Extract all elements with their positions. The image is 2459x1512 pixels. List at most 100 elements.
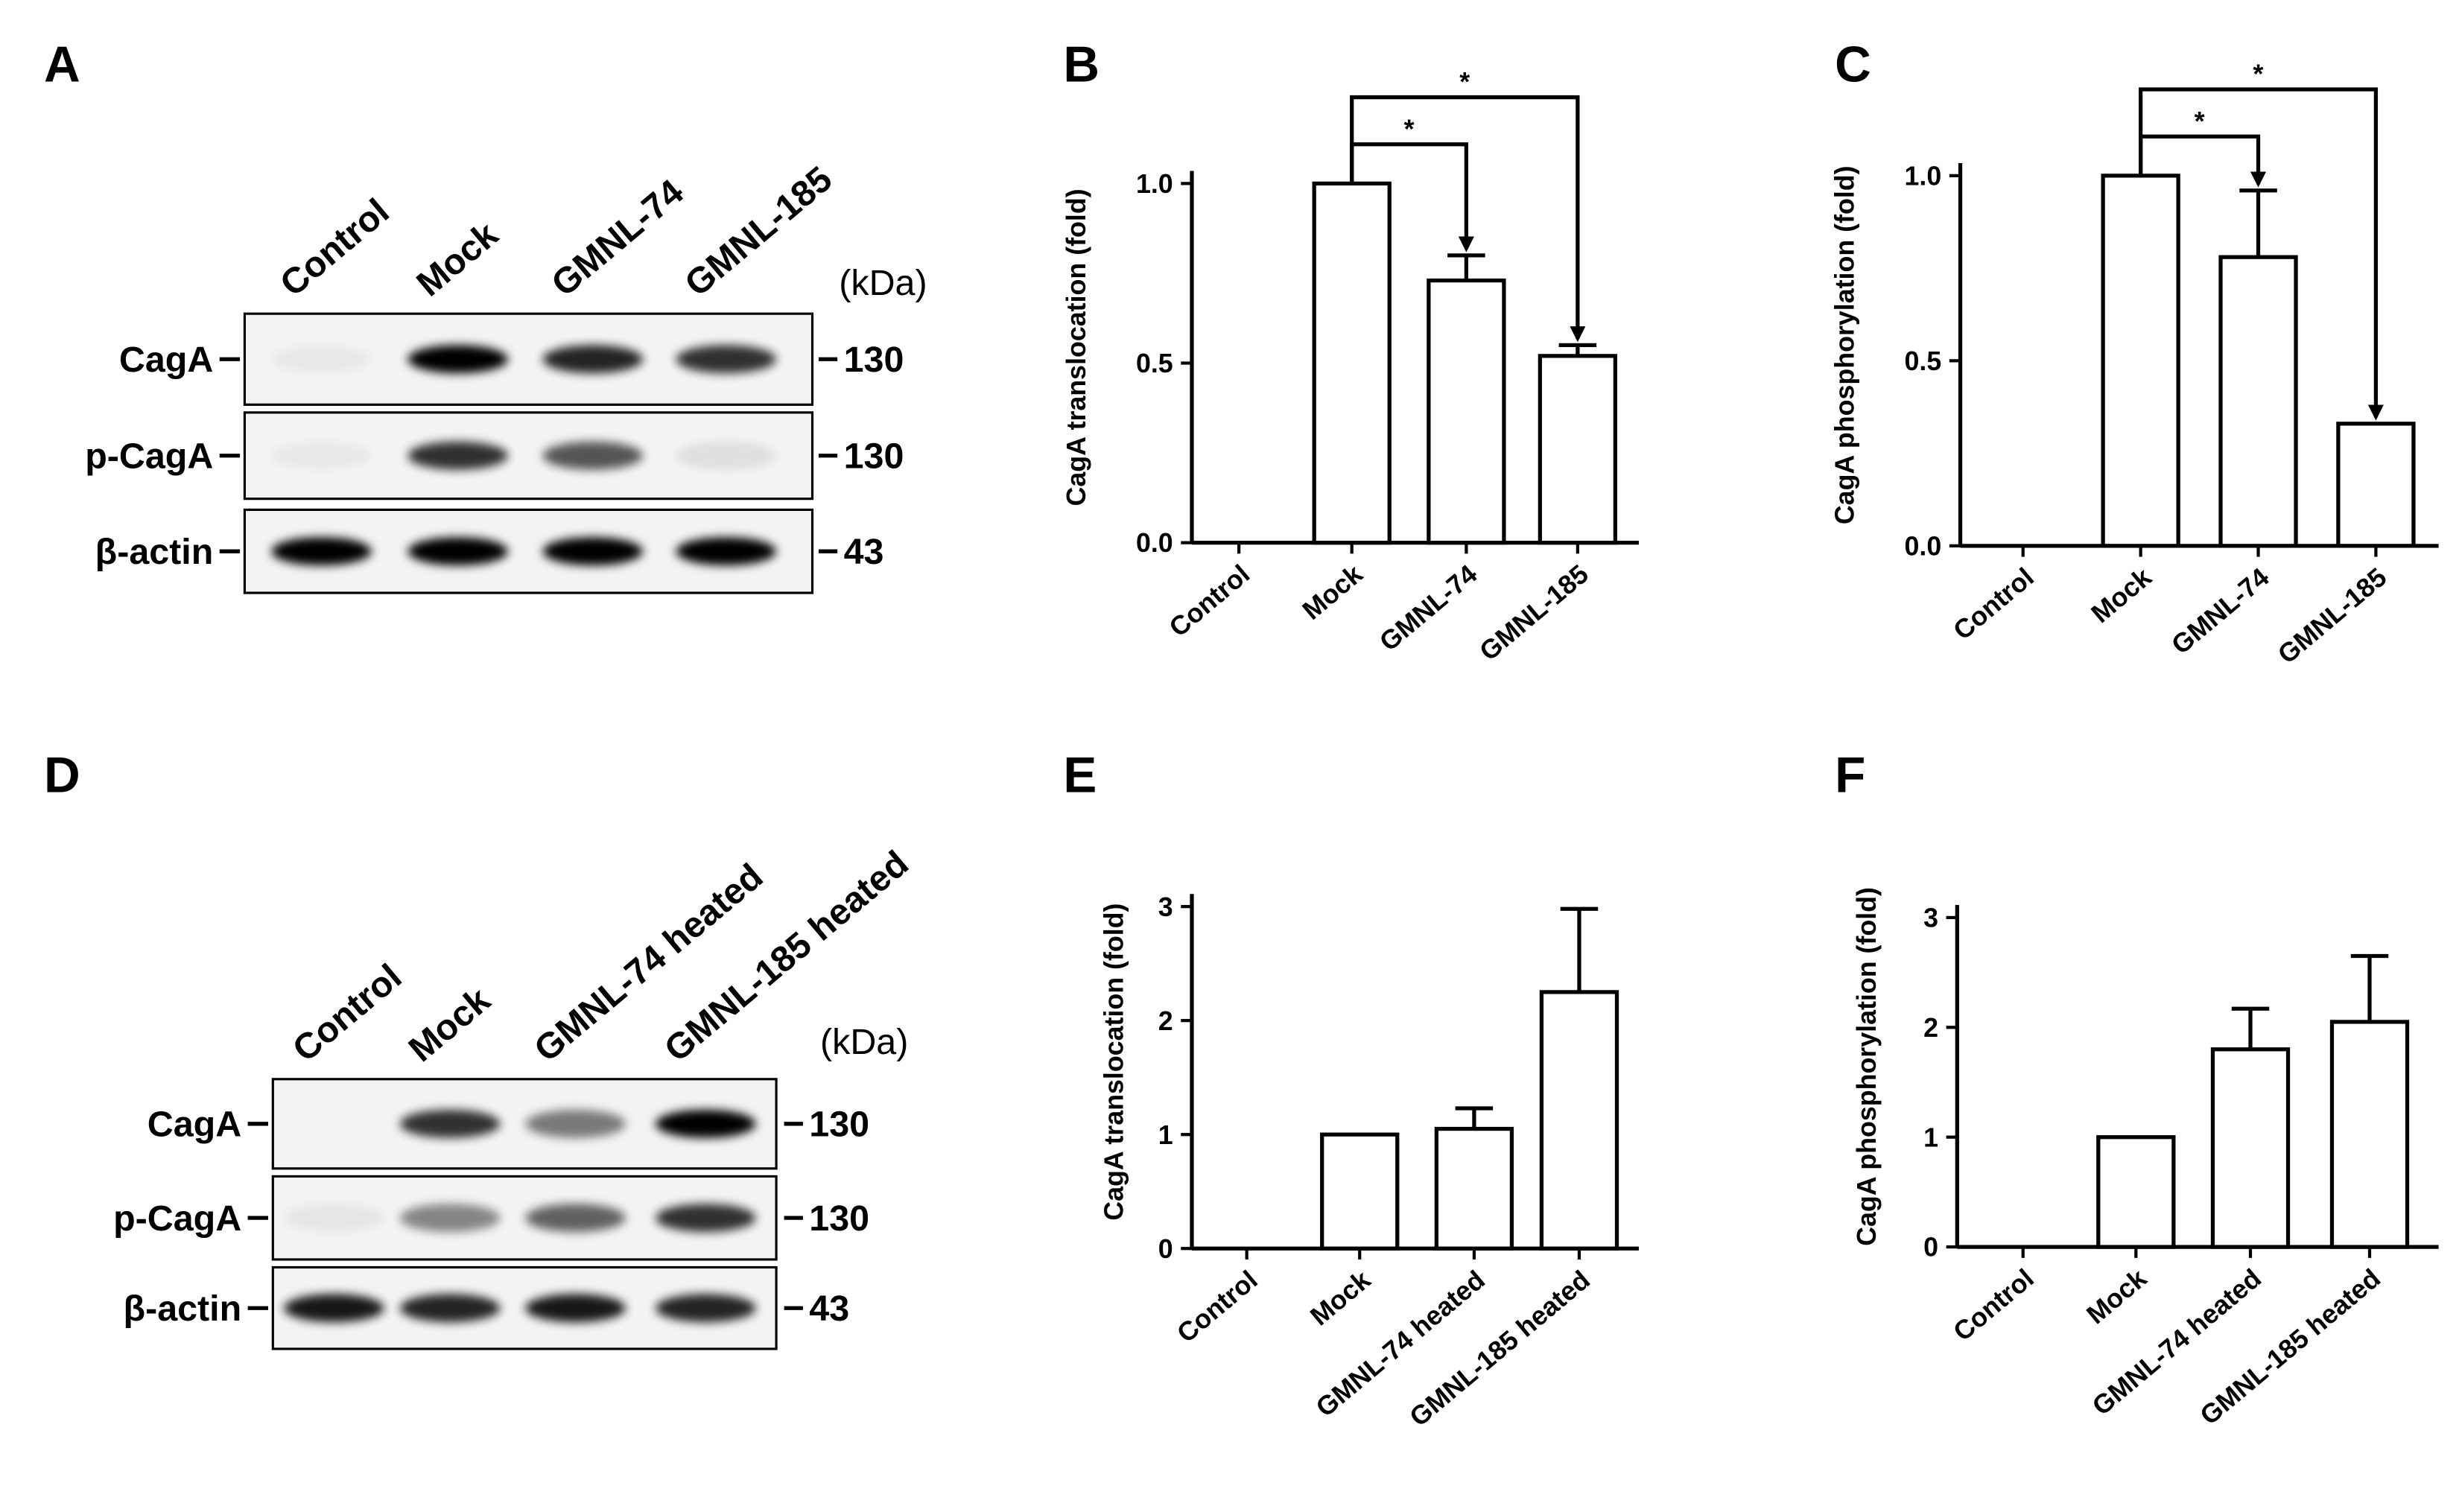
x-tick-label: GMNL-74	[1374, 559, 1482, 657]
size-label: 130	[844, 436, 904, 477]
panel-label: C	[1835, 36, 1871, 92]
significance-label: *	[2253, 60, 2264, 89]
x-tick-label: GMNL-185	[2272, 562, 2392, 670]
band	[542, 345, 644, 374]
bracket-arrow	[2367, 404, 2384, 421]
x-tick-label: Mock	[1297, 559, 1368, 626]
y-axis-label: CagA phosphorylation (fold)	[1830, 165, 1859, 524]
error-bar	[1455, 1106, 1494, 1129]
band	[271, 441, 372, 470]
x-tick-label: Control	[1172, 1265, 1263, 1348]
row-label: β-actin	[124, 1289, 242, 1329]
y-tick-label: 0.0	[1905, 531, 1942, 561]
lane-label: GMNL-74	[544, 172, 691, 305]
bar	[2101, 174, 2180, 548]
significance-bracket	[1350, 95, 1580, 339]
band	[542, 537, 644, 566]
unit-label: (kDa)	[839, 263, 927, 303]
band	[525, 1294, 626, 1323]
band	[542, 441, 644, 470]
band	[399, 1109, 501, 1138]
y-axis-label: CagA translocation (fold)	[1062, 188, 1091, 506]
band	[676, 537, 777, 566]
band	[655, 1294, 756, 1323]
y-tick-label: 0.5	[1905, 346, 1942, 376]
row-label: CagA	[147, 1105, 241, 1145]
band	[271, 345, 372, 374]
row-label: p-CagA	[113, 1198, 241, 1239]
y-axis-label: CagA phosphorylation (fold)	[1852, 887, 1882, 1246]
row-label: p-CagA	[85, 436, 213, 477]
y-tick-label: 2	[1158, 1006, 1173, 1036]
bar	[2096, 1135, 2176, 1249]
band	[284, 1204, 384, 1233]
size-label: 130	[809, 1198, 869, 1239]
bar	[1427, 278, 1506, 545]
size-label: 130	[809, 1105, 869, 1145]
y-tick-label: 0.0	[1136, 528, 1173, 558]
error-bar	[2231, 1006, 2270, 1049]
band	[655, 1204, 756, 1233]
x-tick-label: GMNL-185 heated	[1404, 1265, 1596, 1432]
unit-label: (kDa)	[820, 1022, 908, 1062]
x-tick-label: Mock	[1304, 1265, 1376, 1332]
bracket-arrow	[2250, 171, 2267, 188]
band	[525, 1204, 626, 1233]
x-tick-label: Control	[1948, 562, 2040, 646]
panel-label: E	[1063, 747, 1097, 803]
error-bar	[2239, 188, 2277, 258]
y-tick-label: 1	[1923, 1122, 1938, 1152]
band	[407, 345, 509, 374]
y-tick-label: 3	[1923, 903, 1938, 933]
bar	[1538, 354, 1618, 545]
y-tick-label: 0.5	[1136, 349, 1173, 378]
band	[676, 345, 777, 374]
panel-label: A	[44, 36, 80, 92]
band	[399, 1204, 501, 1233]
band	[284, 1294, 384, 1323]
bar	[2218, 255, 2298, 548]
x-tick-label: GMNL-74	[2166, 562, 2275, 661]
band	[655, 1109, 756, 1138]
lane-label: Control	[273, 191, 397, 305]
y-tick-label: 3	[1158, 892, 1173, 922]
bar	[1434, 1126, 1514, 1251]
lane-label: Control	[285, 956, 410, 1070]
bracket-arrow	[1458, 236, 1474, 252]
lane-label: GMNL-185	[677, 159, 840, 304]
band	[399, 1294, 501, 1323]
x-tick-label: Mock	[2081, 1263, 2153, 1330]
size-label: 43	[809, 1289, 849, 1329]
error-bar	[1558, 343, 1597, 356]
bracket-arrow	[1570, 326, 1586, 343]
bar	[2329, 1020, 2410, 1249]
error-bar	[2350, 953, 2389, 1022]
x-tick-label: Mock	[2086, 562, 2157, 629]
error-bar	[1560, 906, 1599, 992]
x-tick-label: Control	[1948, 1263, 2040, 1347]
significance-label: *	[2195, 107, 2205, 136]
bar	[2336, 422, 2416, 548]
panel-label: B	[1063, 36, 1100, 92]
row-label: CagA	[119, 340, 213, 380]
size-label: 43	[844, 532, 884, 572]
band	[525, 1109, 626, 1138]
row-label: β-actin	[95, 532, 214, 572]
y-tick-label: 0	[1158, 1234, 1173, 1264]
x-tick-label: GMNL-185	[1474, 559, 1594, 666]
y-tick-label: 0	[1923, 1233, 1938, 1262]
lane-label: Mock	[409, 215, 506, 305]
significance-label: *	[1459, 67, 1470, 97]
bar	[1312, 181, 1392, 545]
band	[271, 537, 372, 566]
y-tick-label: 2	[1923, 1013, 1938, 1043]
lane-label: GMNL-74 heated	[527, 856, 770, 1070]
y-axis-label: CagA translocation (fold)	[1099, 903, 1129, 1221]
y-tick-label: 1.0	[1136, 169, 1173, 199]
bar	[2210, 1047, 2291, 1249]
error-bar	[1447, 253, 1485, 281]
panel-label: D	[44, 747, 80, 803]
bar	[1320, 1132, 1400, 1251]
